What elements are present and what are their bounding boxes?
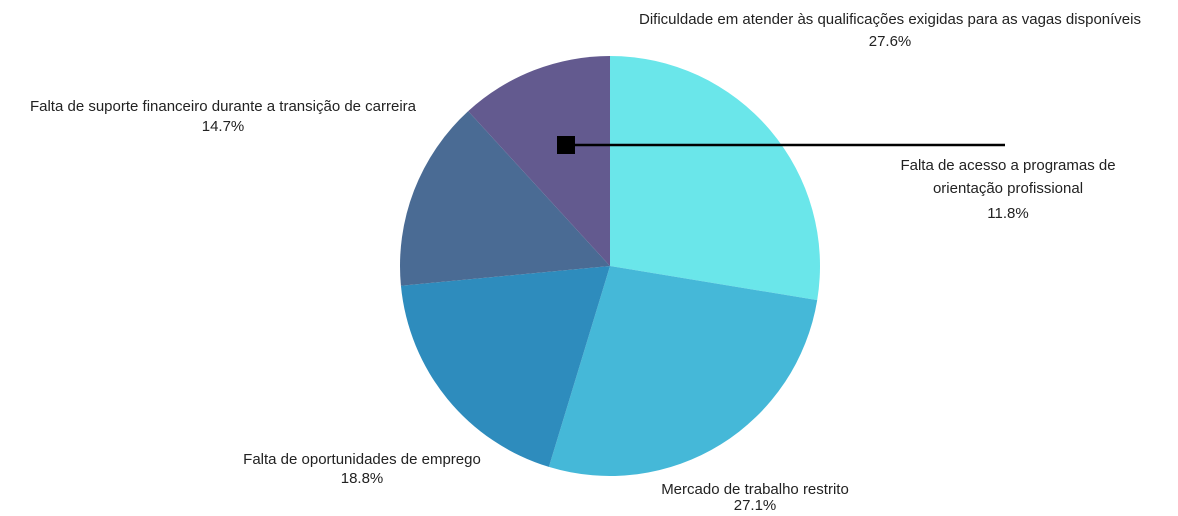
slice-value-label: 27.6% xyxy=(868,33,912,50)
pie-slice xyxy=(400,111,610,286)
slice-value-label: 14.7% xyxy=(201,118,245,135)
slice-value-label: 27.1% xyxy=(733,497,777,514)
slice-label: Falta de acesso a programas de orientaçã… xyxy=(900,157,1116,197)
slice-value-label: 11.8% xyxy=(987,205,1029,222)
slice-label: Falta de suporte financeiro durante a tr… xyxy=(29,98,417,115)
pie-slice xyxy=(468,56,610,266)
pie-slice xyxy=(610,56,821,301)
slice-label: Mercado de trabalho restrito xyxy=(661,481,849,498)
slice-value-label: 18.8% xyxy=(340,470,384,487)
slice-label: Dificuldade em atender às qualificações … xyxy=(639,11,1141,28)
leader-marker xyxy=(557,136,575,154)
pie-slice xyxy=(548,266,818,476)
pie-slice xyxy=(400,266,610,467)
slice-label: Falta de oportunidades de emprego xyxy=(243,451,481,468)
